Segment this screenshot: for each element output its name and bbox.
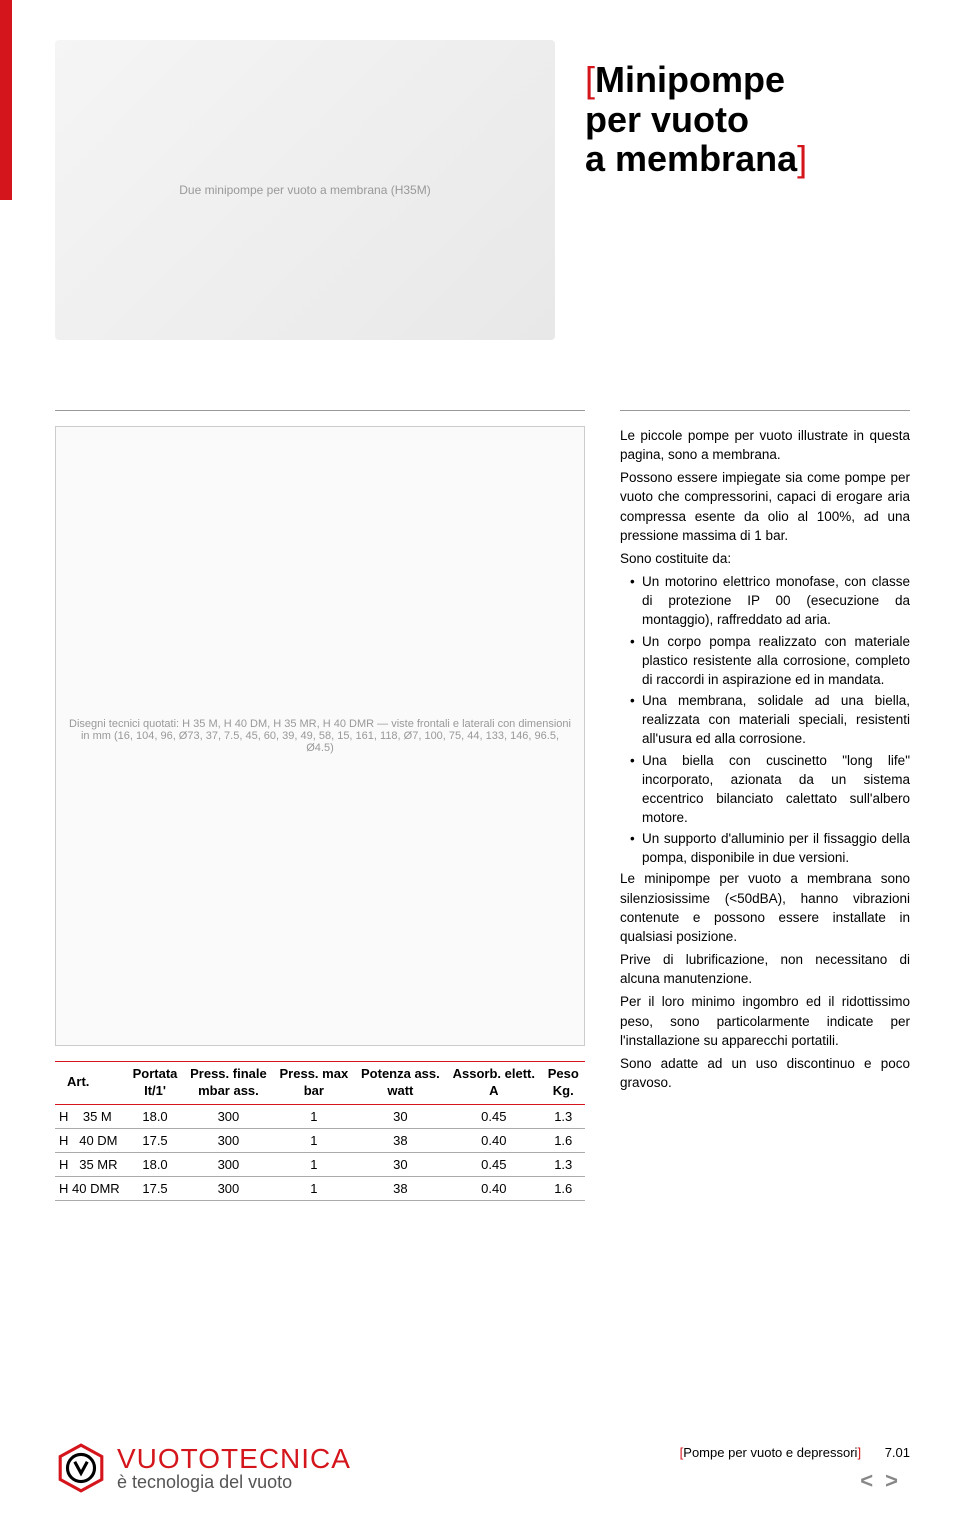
product-photo: Due minipompe per vuoto a membrana (H35M… (55, 40, 555, 340)
table-cell: 300 (184, 1128, 273, 1152)
table-cell: 17.5 (126, 1128, 183, 1152)
col-press-finale: Press. finalembar ass. (184, 1062, 273, 1105)
table-row: H 35 M18.03001300.451.3 (55, 1104, 585, 1128)
feature-item: Una biella con cuscinetto "long life" in… (630, 751, 910, 828)
title-line2: per vuoto (585, 99, 749, 140)
title-line3: a membrana (585, 138, 797, 179)
table-row: H 35 MR18.03001300.451.3 (55, 1152, 585, 1176)
col-peso: PesoKg. (541, 1062, 585, 1105)
section-name: Pompe per vuoto e depressori (683, 1445, 857, 1460)
table-cell: H 35 M (55, 1104, 126, 1128)
table-row: H 40 DMR17.53001380.401.6 (55, 1176, 585, 1200)
table-cell: 0.45 (446, 1104, 541, 1128)
table-cell: 1 (273, 1104, 354, 1128)
accent-bar (0, 0, 12, 200)
col-art: Art. (55, 1062, 126, 1105)
feature-item: Un motorino elettrico monofase, con clas… (630, 572, 910, 629)
table-cell: 0.40 (446, 1176, 541, 1200)
prev-page-button[interactable]: < (860, 1468, 885, 1493)
desc-p4: Le minipompe per vuoto a membrana sono s… (620, 869, 910, 946)
desc-p5: Prive di lubrificazione, non necessitano… (620, 950, 910, 988)
table-cell: H 40 DMR (55, 1176, 126, 1200)
desc-p6: Per il loro minimo ingombro ed il ridott… (620, 992, 910, 1049)
table-cell: 1 (273, 1176, 354, 1200)
table-cell: 30 (355, 1152, 447, 1176)
table-cell: 30 (355, 1104, 447, 1128)
brand-logo-icon (55, 1442, 107, 1494)
spec-table: Art. PortataIt/1' Press. finalembar ass.… (55, 1061, 585, 1201)
desc-p2: Possono essere impiegate sia come pompe … (620, 468, 910, 545)
table-cell: 38 (355, 1176, 447, 1200)
desc-p1: Le piccole pompe per vuoto illustrate in… (620, 426, 910, 464)
table-cell: 18.0 (126, 1152, 183, 1176)
table-cell: 1.3 (541, 1152, 585, 1176)
desc-p7: Sono adatte ad un uso discontinuo e poco… (620, 1054, 910, 1092)
photo-placeholder: Due minipompe per vuoto a membrana (H35M… (55, 40, 555, 340)
table-header-row: Art. PortataIt/1' Press. finalembar ass.… (55, 1062, 585, 1105)
table-cell: H 35 MR (55, 1152, 126, 1176)
col-portata: PortataIt/1' (126, 1062, 183, 1105)
footer-right: [Pompe per vuoto e depressori] 7.01 <> (680, 1445, 910, 1494)
table-row: H 40 DM17.53001380.401.6 (55, 1128, 585, 1152)
title-line1: Minipompe (595, 59, 785, 100)
table-cell: 300 (184, 1152, 273, 1176)
table-cell: 300 (184, 1176, 273, 1200)
page-footer: VUOTOTECNICA è tecnologia del vuoto [Pom… (55, 1442, 910, 1494)
technical-drawings: Disegni tecnici quotati: H 35 M, H 40 DM… (55, 426, 585, 1046)
description-column: Le piccole pompe per vuoto illustrate in… (620, 390, 910, 1201)
page-title: [Minipompe per vuoto a membrana] (585, 40, 910, 340)
table-cell: 300 (184, 1104, 273, 1128)
left-column: Disegni tecnici quotati: H 35 M, H 40 DM… (55, 390, 585, 1201)
bracket-close: ] (857, 1445, 861, 1460)
table-cell: 1.3 (541, 1104, 585, 1128)
feature-item: Una membrana, solidale ad una biella, re… (630, 691, 910, 748)
brand-name: VUOTOTECNICA (117, 1445, 351, 1473)
divider (55, 410, 585, 411)
bracket-close: ] (797, 138, 807, 179)
table-cell: 1.6 (541, 1176, 585, 1200)
table-cell: 1.6 (541, 1128, 585, 1152)
table-cell: 38 (355, 1128, 447, 1152)
page-number: 7.01 (885, 1445, 910, 1460)
next-page-button[interactable]: > (885, 1468, 910, 1493)
col-press-max: Press. maxbar (273, 1062, 354, 1105)
table-cell: 0.40 (446, 1128, 541, 1152)
desc-p3: Sono costituite da: (620, 549, 910, 568)
feature-item: Un corpo pompa realizzato con materiale … (630, 632, 910, 689)
col-potenza: Potenza ass.watt (355, 1062, 447, 1105)
table-cell: 1 (273, 1128, 354, 1152)
feature-item: Un supporto d'alluminio per il fissaggio… (630, 829, 910, 867)
divider (620, 410, 910, 411)
table-cell: 18.0 (126, 1104, 183, 1128)
col-assorb: Assorb. elett.A (446, 1062, 541, 1105)
table-cell: 17.5 (126, 1176, 183, 1200)
diagram-placeholder: Disegni tecnici quotati: H 35 M, H 40 DM… (55, 426, 585, 1046)
table-cell: 1 (273, 1152, 354, 1176)
table-cell: H 40 DM (55, 1128, 126, 1152)
brand-block: VUOTOTECNICA è tecnologia del vuoto (55, 1442, 351, 1494)
feature-list: Un motorino elettrico monofase, con clas… (620, 572, 910, 867)
bracket-open: [ (585, 59, 595, 100)
brand-tagline: è tecnologia del vuoto (117, 1473, 351, 1491)
header: Due minipompe per vuoto a membrana (H35M… (55, 40, 910, 340)
table-cell: 0.45 (446, 1152, 541, 1176)
